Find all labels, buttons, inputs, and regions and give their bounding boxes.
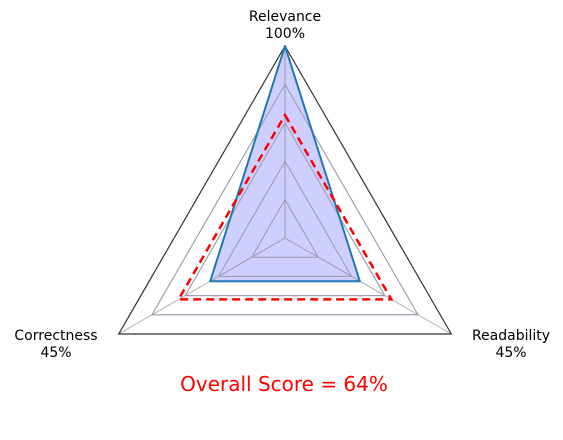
axis-value-label: 100% [265,26,305,42]
axis-name: Readability [472,328,550,344]
axis-name: Correctness [14,328,97,344]
label-layer: Relevance 100%Readability 45%Correctness 45… [14,9,550,361]
grid-ring-overlay-80 [151,83,419,316]
overall-score-annotation: Overall Score = 64% [180,372,388,396]
score-area-outline [209,45,361,283]
axis-value-label: 45% [40,345,71,361]
series-layer [151,45,419,316]
grid-ring-overlay-20 [250,198,320,258]
outer-frame [117,44,453,335]
axis-label-readability: Readability 45% [472,328,550,361]
axis-name: Relevance [249,9,321,25]
grid-ring-overlay-60 [184,121,386,297]
axis-label-relevance: Relevance 100% [249,9,321,42]
axis-label-correctness: Correctness 45% [14,328,97,361]
axis-spoke-overlay-2 [209,237,286,282]
grid-ring-overlay-40 [217,160,353,277]
axis-value-label: 45% [495,345,526,361]
axis-spoke-overlay-1 [284,237,361,282]
overall-score-outline [176,112,394,301]
